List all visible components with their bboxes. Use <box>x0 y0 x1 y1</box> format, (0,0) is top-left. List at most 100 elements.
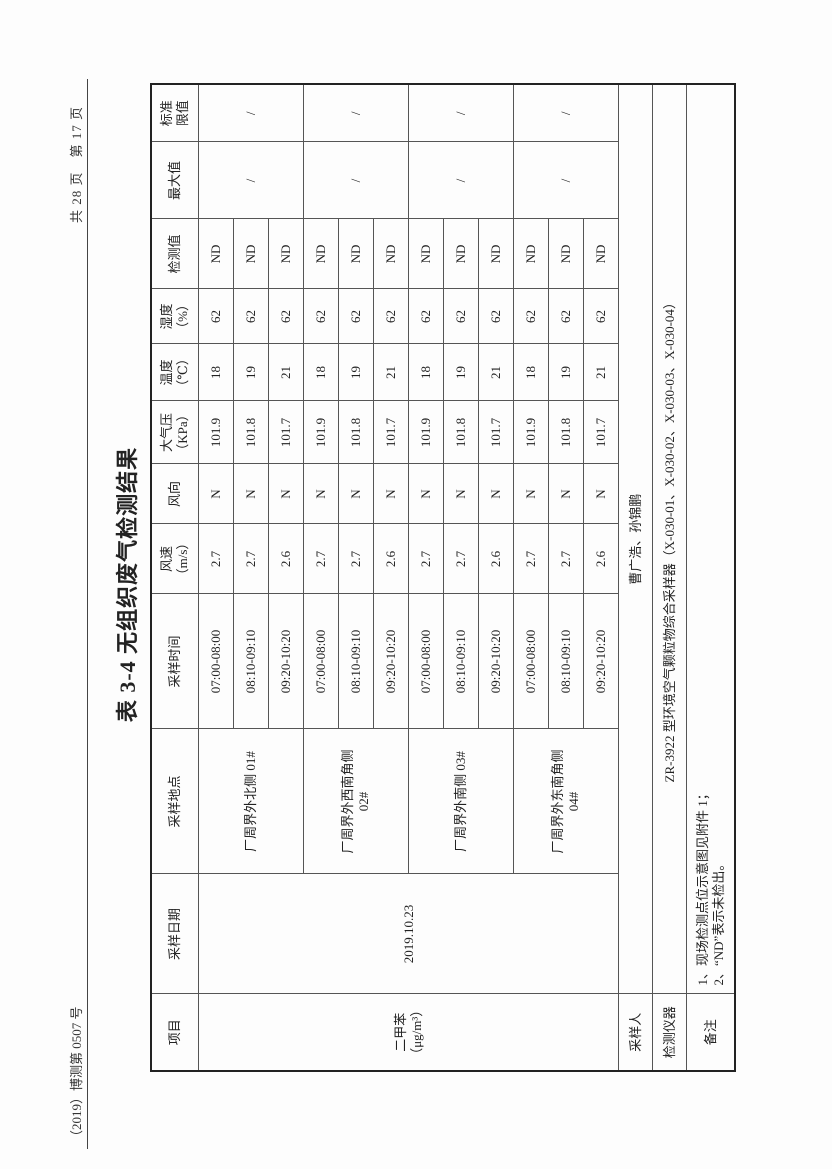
wind-direction-cell: N <box>548 464 584 524</box>
temperature-cell: 18 <box>198 344 234 401</box>
pressure-cell: 101.8 <box>443 401 479 464</box>
value-cell: ND <box>373 219 409 289</box>
date-cell: 2019.10.23 <box>198 874 619 994</box>
header-temperature: 温度 （℃） <box>151 344 199 401</box>
item-cell: 二甲苯 （μg/m³） <box>198 994 619 1071</box>
instrument-value: ZR-3922 型环境空气颗粒物综合采样器（X-030-01、X-030-02、… <box>652 84 687 994</box>
header-text: 标准 <box>159 100 174 127</box>
time-cell: 08:10-09:10 <box>233 594 269 729</box>
value-cell: ND <box>443 219 479 289</box>
temperature-cell: 18 <box>408 344 444 401</box>
limit-cell: / <box>408 84 514 142</box>
pressure-cell: 101.9 <box>513 401 549 464</box>
wind-direction-cell: N <box>373 464 409 524</box>
results-table: 项目 采样日期 采样地点 采样时间 风速 （m/s） 风向 大气压 （KPa） 温度… <box>150 83 736 1072</box>
pressure-cell: 101.9 <box>303 401 339 464</box>
wind-direction-cell: N <box>513 464 549 524</box>
table-header-row: 项目 采样日期 采样地点 采样时间 风速 （m/s） 风向 大气压 （KPa） 温度… <box>151 84 199 1071</box>
pressure-cell: 101.8 <box>548 401 584 464</box>
instrument-label: 检测仪器 <box>652 994 687 1071</box>
temperature-cell: 18 <box>513 344 549 401</box>
limit-cell: / <box>198 84 304 142</box>
site-cell: 厂周界外南侧 03# <box>408 729 514 874</box>
instrument-row: 检测仪器 ZR-3922 型环境空气颗粒物综合采样器（X-030-01、X-030… <box>652 84 687 1071</box>
remarks-row: 备注 1、现场检测点位示意图见附件 1； 2、“ND”表示未检出。 <box>686 84 735 1071</box>
header-unit: （KPa） <box>175 408 190 457</box>
wind-direction-cell: N <box>408 464 444 524</box>
humidity-cell: 62 <box>338 289 374 344</box>
header-date: 采样日期 <box>151 874 199 994</box>
wind-speed-cell: 2.7 <box>233 524 269 594</box>
header-max: 最大值 <box>151 142 199 219</box>
time-cell: 08:10-09:10 <box>443 594 479 729</box>
humidity-cell: 62 <box>513 289 549 344</box>
wind-speed-cell: 2.6 <box>583 524 619 594</box>
site-text: 厂周界外北侧 01# <box>243 751 258 852</box>
temperature-cell: 21 <box>373 344 409 401</box>
pressure-cell: 101.9 <box>198 401 234 464</box>
value-cell: ND <box>583 219 619 289</box>
humidity-cell: 62 <box>268 289 304 344</box>
header-text: 风速 <box>159 546 174 573</box>
wind-speed-cell: 2.6 <box>268 524 304 594</box>
site-text: 厂周界外西南角侧 <box>340 749 355 854</box>
remark-line: 1、现场检测点位示意图见附件 1； <box>694 787 710 986</box>
wind-direction-cell: N <box>198 464 234 524</box>
time-cell: 07:00-08:00 <box>408 594 444 729</box>
report-number: （2019）博测第 0507 号 <box>69 1006 84 1143</box>
table-row: 二甲苯 （μg/m³） 2019.10.23 厂周界外北侧 01# 07:00-08:0… <box>198 84 619 1071</box>
header-humidity: 湿度 （%） <box>151 289 199 344</box>
time-cell: 07:00-08:00 <box>303 594 339 729</box>
temperature-cell: 19 <box>443 344 479 401</box>
time-cell: 09:20-10:20 <box>583 594 619 729</box>
remarks-label: 备注 <box>686 994 735 1071</box>
time-cell: 08:10-09:10 <box>338 594 374 729</box>
pressure-cell: 101.7 <box>268 401 304 464</box>
value-cell: ND <box>513 219 549 289</box>
wind-direction-cell: N <box>478 464 514 524</box>
value-cell: ND <box>408 219 444 289</box>
time-cell: 09:20-10:20 <box>268 594 304 729</box>
site-text: 02# <box>356 791 371 812</box>
header-text: 大气压 <box>159 413 174 453</box>
humidity-cell: 62 <box>198 289 234 344</box>
time-cell: 09:20-10:20 <box>478 594 514 729</box>
temperature-cell: 21 <box>268 344 304 401</box>
max-cell: / <box>303 142 409 219</box>
wind-speed-cell: 2.7 <box>548 524 584 594</box>
wind-speed-cell: 2.7 <box>408 524 444 594</box>
temperature-cell: 19 <box>548 344 584 401</box>
header-rule <box>87 79 88 1149</box>
header-text: 限值 <box>175 100 190 127</box>
pressure-cell: 101.9 <box>408 401 444 464</box>
humidity-cell: 62 <box>408 289 444 344</box>
site-cell: 厂周界外西南角侧 02# <box>303 729 409 874</box>
sampler-row: 采样人 曹广浩、孙锦鹏 <box>618 84 653 1071</box>
max-cell: / <box>513 142 619 219</box>
item-text: 二甲苯 <box>392 1012 408 1052</box>
value-cell: ND <box>338 219 374 289</box>
humidity-cell: 62 <box>303 289 339 344</box>
wind-speed-cell: 2.7 <box>303 524 339 594</box>
wind-speed-cell: 2.6 <box>478 524 514 594</box>
header-site: 采样地点 <box>151 729 199 874</box>
wind-speed-cell: 2.7 <box>338 524 374 594</box>
item-text: （μg/m³） <box>408 1003 424 1061</box>
limit-cell: / <box>513 84 619 142</box>
pressure-cell: 101.8 <box>338 401 374 464</box>
pressure-cell: 101.7 <box>373 401 409 464</box>
remarks-value: 1、现场检测点位示意图见附件 1； 2、“ND”表示未检出。 <box>686 84 735 994</box>
site-text: 厂周界外东南角侧 <box>550 749 565 854</box>
value-cell: ND <box>478 219 514 289</box>
temperature-cell: 21 <box>583 344 619 401</box>
header-limit: 标准 限值 <box>151 84 199 142</box>
value-cell: ND <box>303 219 339 289</box>
temperature-cell: 19 <box>233 344 269 401</box>
humidity-cell: 62 <box>373 289 409 344</box>
header-value: 检测值 <box>151 219 199 289</box>
time-cell: 09:20-10:20 <box>373 594 409 729</box>
humidity-cell: 62 <box>233 289 269 344</box>
value-cell: ND <box>268 219 304 289</box>
value-cell: ND <box>233 219 269 289</box>
